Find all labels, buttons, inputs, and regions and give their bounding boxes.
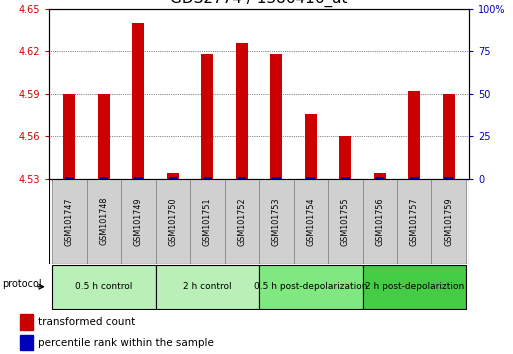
Bar <box>293 179 328 264</box>
Bar <box>444 177 453 179</box>
Bar <box>100 177 108 179</box>
Text: GSM101756: GSM101756 <box>375 197 384 246</box>
Bar <box>132 23 145 179</box>
Bar <box>87 179 121 264</box>
Bar <box>363 179 397 264</box>
Bar <box>408 91 420 179</box>
Bar <box>373 173 386 179</box>
Bar <box>64 94 75 179</box>
Text: GSM101754: GSM101754 <box>306 197 315 246</box>
Text: 2 h control: 2 h control <box>183 282 232 291</box>
Bar <box>259 265 363 309</box>
Bar <box>52 265 155 309</box>
Bar <box>272 177 281 179</box>
Bar <box>259 179 293 264</box>
Text: GSM101751: GSM101751 <box>203 197 212 246</box>
Bar <box>155 179 190 264</box>
Text: GSM101749: GSM101749 <box>134 197 143 246</box>
Bar <box>134 177 143 179</box>
Text: GSM101759: GSM101759 <box>444 197 453 246</box>
Text: GSM101750: GSM101750 <box>168 197 177 246</box>
Bar <box>410 177 419 179</box>
Bar <box>376 177 384 179</box>
Text: GSM101752: GSM101752 <box>238 197 246 246</box>
Bar <box>203 177 212 179</box>
Title: GDS2774 / 1386416_at: GDS2774 / 1386416_at <box>170 0 348 7</box>
Text: transformed count: transformed count <box>38 317 135 327</box>
Bar <box>155 265 259 309</box>
Bar <box>201 54 213 179</box>
Bar <box>270 54 282 179</box>
Bar <box>339 136 351 179</box>
Text: 2 h post-depolariztion: 2 h post-depolariztion <box>365 282 464 291</box>
Bar <box>431 179 466 264</box>
Text: 0.5 h post-depolarization: 0.5 h post-depolarization <box>254 282 367 291</box>
Bar <box>397 179 431 264</box>
Bar <box>121 179 155 264</box>
Bar <box>190 179 225 264</box>
Bar <box>238 177 246 179</box>
Bar <box>20 335 33 350</box>
Bar <box>225 179 259 264</box>
Text: 0.5 h control: 0.5 h control <box>75 282 132 291</box>
Text: percentile rank within the sample: percentile rank within the sample <box>38 338 214 348</box>
Bar <box>443 94 455 179</box>
Text: GSM101748: GSM101748 <box>100 197 108 245</box>
Bar <box>65 177 74 179</box>
Bar <box>305 114 317 179</box>
Bar <box>341 177 349 179</box>
Text: GSM101755: GSM101755 <box>341 197 350 246</box>
Bar <box>98 94 110 179</box>
Text: GSM101747: GSM101747 <box>65 197 74 246</box>
Bar <box>236 43 248 179</box>
Bar <box>20 314 33 330</box>
Text: GSM101757: GSM101757 <box>410 197 419 246</box>
Bar <box>169 177 177 179</box>
Bar <box>363 265 466 309</box>
Text: protocol: protocol <box>3 279 42 290</box>
Bar <box>306 177 315 179</box>
Bar <box>52 179 87 264</box>
Text: GSM101753: GSM101753 <box>272 197 281 246</box>
Bar <box>167 173 179 179</box>
Bar <box>328 179 363 264</box>
